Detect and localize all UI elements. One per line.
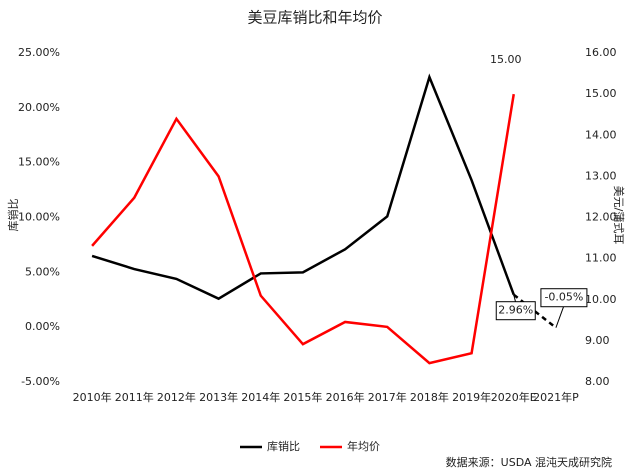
y2-tick-label: 15.00 (585, 87, 617, 100)
label-box (495, 301, 536, 321)
y-tick-label: 20.00% (18, 101, 60, 114)
x-tick-label: 2017年 (368, 390, 407, 404)
x-tick-label: 2018年 (410, 390, 449, 404)
x-tick-label: 2019年 (452, 390, 491, 404)
legend-label: 库销比 (267, 439, 300, 453)
y-tick-label: 0.00% (25, 320, 60, 333)
x-tick-label: 2020年E (491, 390, 537, 404)
x-tick-label: 2021年P (533, 390, 579, 404)
data-label: 15.00 (490, 53, 522, 66)
x-tick-label: 2014年 (241, 390, 280, 404)
data-label: -0.05% (544, 291, 583, 304)
callout-line (555, 305, 565, 328)
x-tick-label: 2011年 (115, 390, 154, 404)
y2-axis-label: 美元/蒲式耳 (612, 186, 626, 245)
x-tick-label: 2013年 (199, 390, 238, 404)
series-line (91, 73, 515, 301)
series-line (91, 93, 515, 365)
y2-tick-label: 14.00 (585, 128, 617, 141)
y-tick-label: 15.00% (18, 156, 60, 169)
y-tick-label: -5.00% (21, 375, 60, 388)
x-tick-label: 2010年 (73, 390, 112, 404)
y2-tick-label: 11.00 (585, 252, 617, 265)
source-note: 数据来源：USDA 混沌天成研究院 (446, 455, 612, 469)
x-tick-label: 2015年 (283, 390, 322, 404)
chart-title: 美豆库销比和年均价 (247, 9, 382, 27)
x-tick-label: 2012年 (157, 390, 196, 404)
y-tick-label: 10.00% (18, 211, 60, 224)
y2-tick-label: 8.00 (585, 375, 610, 388)
x-tick-label: 2016年 (326, 390, 365, 404)
y2-tick-label: 10.00 (585, 293, 617, 306)
y-tick-label: 5.00% (25, 265, 60, 278)
y-tick-label: 25.00% (18, 46, 60, 59)
y2-tick-label: 16.00 (585, 46, 617, 59)
y-axis-label: 库销比 (6, 199, 20, 232)
y2-tick-label: 9.00 (585, 334, 610, 347)
label-box (540, 288, 588, 308)
data-label: 2.96% (498, 304, 533, 317)
y2-tick-label: 12.00 (585, 211, 617, 224)
y2-tick-label: 13.00 (585, 169, 617, 182)
legend-label: 年均价 (347, 439, 380, 453)
